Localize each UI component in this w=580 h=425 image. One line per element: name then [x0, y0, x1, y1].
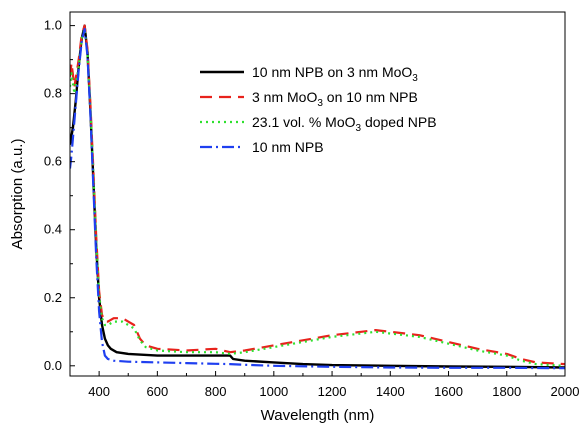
legend-label: 10 nm NPB [252, 139, 324, 155]
x-tick-label: 800 [205, 384, 227, 399]
y-axis: 0.0 0.2 0.4 0.6 0.8 1.0 [44, 18, 75, 373]
y-tick-label: 0.4 [44, 222, 62, 237]
y-tick-label: 0.6 [44, 154, 62, 169]
x-tick-label: 1400 [376, 384, 405, 399]
y-tick-label: 0.0 [44, 358, 62, 373]
legend-label: 3 nm MoO3 on 10 nm NPB [252, 89, 418, 109]
x-tick-label: 2000 [551, 384, 580, 399]
x-tick-label: 1000 [259, 384, 288, 399]
series-layer [70, 24, 565, 370]
x-tick-label: 400 [88, 384, 110, 399]
x-tick-label: 1800 [492, 384, 521, 399]
x-axis-title: Wavelength (nm) [261, 407, 375, 424]
series-line-3 [70, 27, 565, 367]
legend-label: 23.1 vol. % MoO3 doped NPB [252, 114, 437, 134]
series-line-4 [70, 27, 565, 370]
y-axis-title: Absorption (a.u.) [9, 139, 26, 250]
x-tick-label: 1200 [318, 384, 347, 399]
plot-frame [69, 11, 566, 377]
y-tick-label: 0.2 [44, 290, 62, 305]
x-tick-label: 600 [147, 384, 169, 399]
x-axis: 400 600 800 1000 1200 1400 1600 1800 2000 [88, 371, 579, 399]
legend: 10 nm NPB on 3 nm MoO3 3 nm MoO3 on 10 nm… [200, 64, 437, 155]
y-tick-label: 0.8 [44, 86, 62, 101]
y-tick-label: 1.0 [44, 18, 62, 33]
x-tick-label: 1600 [434, 384, 463, 399]
legend-label: 10 nm NPB on 3 nm MoO3 [252, 64, 418, 84]
